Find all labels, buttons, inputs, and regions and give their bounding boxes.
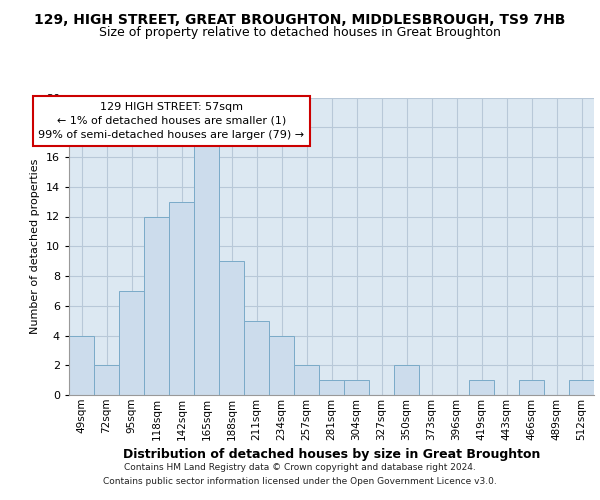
Bar: [169, 202, 194, 395]
Text: Contains public sector information licensed under the Open Government Licence v3: Contains public sector information licen…: [103, 477, 497, 486]
Bar: [269, 336, 294, 395]
Bar: [219, 261, 244, 395]
Bar: [469, 380, 494, 395]
Bar: [294, 365, 319, 395]
Bar: [144, 216, 169, 395]
Text: Size of property relative to detached houses in Great Broughton: Size of property relative to detached ho…: [99, 26, 501, 39]
Bar: [344, 380, 369, 395]
Bar: [119, 291, 144, 395]
Bar: [244, 320, 269, 395]
Bar: [519, 380, 544, 395]
Y-axis label: Number of detached properties: Number of detached properties: [30, 158, 40, 334]
Bar: [194, 142, 219, 395]
Bar: [569, 380, 594, 395]
Text: 129, HIGH STREET, GREAT BROUGHTON, MIDDLESBROUGH, TS9 7HB: 129, HIGH STREET, GREAT BROUGHTON, MIDDL…: [34, 12, 566, 26]
X-axis label: Distribution of detached houses by size in Great Broughton: Distribution of detached houses by size …: [123, 448, 540, 461]
Text: Contains HM Land Registry data © Crown copyright and database right 2024.: Contains HM Land Registry data © Crown c…: [124, 464, 476, 472]
Text: 129 HIGH STREET: 57sqm
← 1% of detached houses are smaller (1)
99% of semi-detac: 129 HIGH STREET: 57sqm ← 1% of detached …: [38, 102, 305, 140]
Bar: [394, 365, 419, 395]
Bar: [319, 380, 344, 395]
Bar: [69, 336, 94, 395]
Bar: [94, 365, 119, 395]
